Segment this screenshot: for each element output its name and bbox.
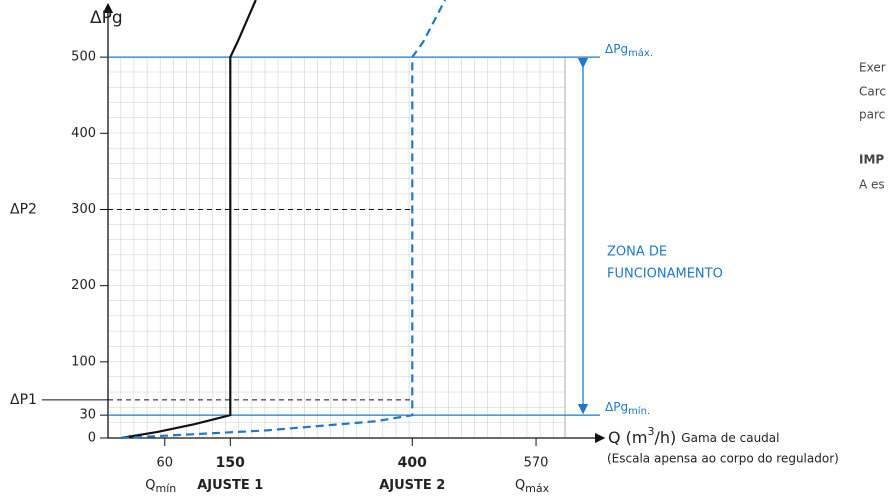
side-text: IMP — [859, 153, 884, 167]
limit-label: ΔPgmín. — [605, 400, 650, 418]
series-line — [120, 0, 257, 440]
y-axis-label: ΔPg — [90, 8, 123, 28]
level-label: ΔP1 — [10, 392, 37, 408]
x-tick-label: 150 — [216, 455, 245, 471]
sublabel-sub: máx — [525, 482, 549, 495]
x-tick-sublabel: AJUSTE 1 — [197, 478, 263, 493]
limit-sub: mín. — [628, 405, 650, 417]
x-tick-sublabel: Qmín — [145, 478, 176, 496]
side-text: A es — [859, 178, 885, 192]
y-tick-label: 500 — [71, 50, 96, 65]
sublabel-text: Q — [145, 478, 155, 493]
sublabel-text: AJUSTE 2 — [379, 478, 445, 493]
y-tick-label: 400 — [71, 126, 96, 141]
sublabel-sub: mín — [156, 482, 177, 495]
series-line — [121, 0, 447, 440]
limit-text: ΔPg — [605, 400, 628, 414]
sublabel-text: Q — [515, 478, 525, 493]
limit-label: ΔPgmáx. — [605, 42, 653, 60]
x-label-sup: 3 — [648, 425, 655, 438]
x-label-note: Gama de caudal — [681, 431, 779, 445]
x-tick-label: 400 — [398, 455, 427, 471]
sublabel-text: AJUSTE 1 — [197, 478, 263, 493]
side-text: Exer — [859, 61, 886, 75]
x-tick-sublabel: AJUSTE 2 — [379, 478, 445, 493]
level-label: ΔP2 — [10, 201, 37, 217]
limit-sub: máx. — [628, 47, 653, 59]
x-tick-sublabel: Qmáx — [515, 478, 550, 496]
x-label-unit: /h) — [655, 428, 677, 447]
y-tick-label: 30 — [79, 408, 96, 423]
side-text: parc — [859, 108, 885, 122]
x-tick-label: 570 — [524, 456, 549, 471]
x-label-main: Q (m — [608, 428, 648, 447]
y-tick-label: 0 — [88, 431, 96, 446]
y-tick-label: 200 — [71, 278, 96, 293]
x-axis-label: Q (m3/h) Gama de caudal — [608, 425, 779, 447]
y-tick-label: 100 — [71, 354, 96, 369]
y-tick-label: 300 — [71, 202, 96, 217]
zone-label: FUNCIONAMENTO — [607, 267, 723, 282]
grid — [107, 56, 566, 439]
zone-label: ZONA DE — [607, 245, 667, 260]
x-label-note2: (Escala apensa ao corpo do regulador) — [607, 452, 839, 466]
x-tick-label: 60 — [157, 456, 174, 471]
limit-text: ΔPg — [605, 42, 628, 56]
side-text: Carc — [859, 85, 886, 99]
